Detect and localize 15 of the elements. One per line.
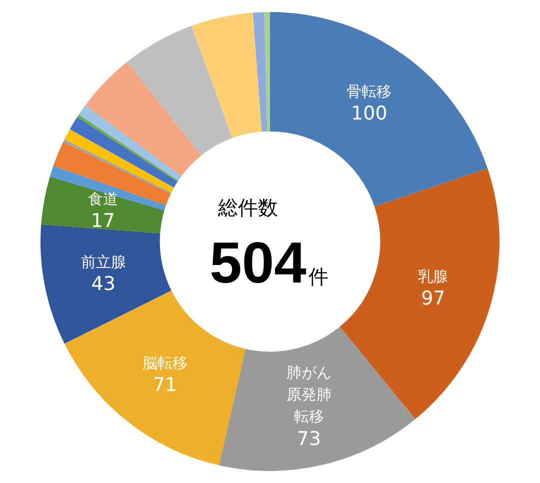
slice-label: 乳腺 [418,267,448,286]
slice-label: 脳転移 [142,354,188,372]
text: 504 [210,230,306,296]
slice-label: 骨転移 [346,82,392,100]
data-label: 100 [351,102,388,125]
slice-label: 肺がん原発肺転移 [286,364,332,426]
data-label: 17 [90,210,116,232]
data-label: 71 [152,374,178,396]
text: 総件数 [217,196,278,220]
data-label: 97 [421,287,446,310]
slice-label: 食道 [88,190,118,208]
slice-label: 前立腺 [80,253,126,272]
data-label: 73 [296,428,321,450]
data-label: 43 [91,273,116,296]
text: 件 [308,264,328,289]
